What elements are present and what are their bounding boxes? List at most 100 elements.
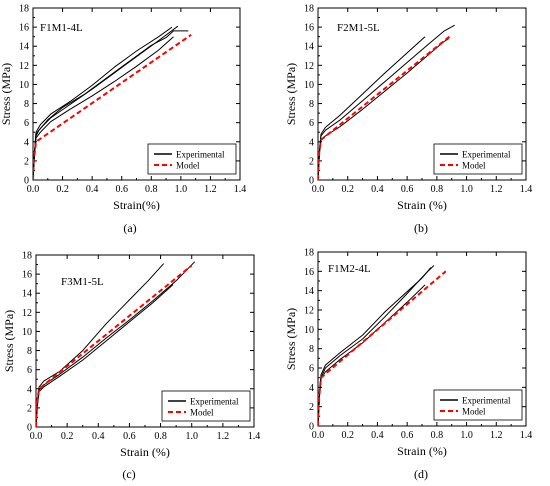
- model-series-line: [318, 270, 447, 426]
- chart-panel-2: 0.0 0.2 0.4 0.6 0.8 1.0 1.2 1.4 0 2 4 6 8 10 12 14 16 18 S…: [284, 4, 532, 236]
- y-tick-label: 18: [22, 251, 32, 262]
- y-tick-label: 14: [19, 42, 29, 53]
- model-series-line: [36, 264, 193, 427]
- legend-box: [433, 143, 523, 175]
- y-tick-label: 2: [309, 402, 314, 413]
- specimen-annotation: F1M2-4L: [328, 263, 371, 275]
- x-tick-label: 0.4: [371, 184, 384, 195]
- panel-label: (c): [122, 467, 135, 481]
- y-tick-label: 12: [304, 306, 314, 317]
- panel-label: (b): [414, 221, 428, 235]
- model-series-line: [33, 33, 192, 180]
- x-tick-label: 1.4: [520, 184, 533, 195]
- y-tick-label: 18: [304, 248, 314, 259]
- x-tick-label: 1.4: [234, 184, 247, 195]
- y-axis-label: Stress (MPa): [2, 310, 16, 372]
- series-group: [33, 25, 192, 180]
- legend-box: [433, 389, 523, 421]
- legend-entry-label: Experimental: [190, 397, 239, 407]
- chart-panel-3: 0.0 0.2 0.4 0.6 0.8 1.0 1.2 1.4 0 2 4 6 8 10 12 14 16 18 S…: [2, 251, 260, 482]
- experimental-series-line: [318, 38, 449, 180]
- y-tick-label: 2: [309, 156, 314, 167]
- x-tick-label: 1.2: [204, 184, 217, 195]
- y-tick-label: 8: [309, 344, 314, 355]
- y-tick-label: 18: [304, 4, 314, 15]
- x-tick-label: 0.6: [401, 430, 414, 441]
- x-tick-label: 0.0: [312, 184, 325, 195]
- y-tick-label: 8: [309, 99, 314, 110]
- experimental-series-line: [318, 267, 432, 426]
- y-tick-label: 6: [309, 118, 314, 129]
- x-tick-label: 1.0: [460, 430, 473, 441]
- y-tick-label: 0: [309, 176, 314, 187]
- y-tick-label: 10: [304, 325, 314, 336]
- panel-label: (d): [414, 467, 428, 481]
- x-tick-label: 0.4: [86, 184, 99, 195]
- x-tick-label: 0.8: [431, 184, 444, 195]
- specimen-annotation: F1M1-4L: [40, 22, 83, 34]
- y-tick-label: 14: [304, 42, 314, 53]
- y-tick-label: 10: [304, 80, 314, 91]
- experimental-series-line: [318, 265, 435, 426]
- y-tick-label: 14: [304, 286, 314, 297]
- y-tick-label: 6: [24, 118, 29, 129]
- legend-box: [161, 390, 251, 422]
- y-tick-label: 0: [27, 423, 32, 434]
- x-tick-label: 0.6: [123, 431, 136, 442]
- experimental-series-line: [318, 284, 426, 426]
- y-axis-label: Stress (MPa): [284, 63, 298, 125]
- y-tick-label: 6: [309, 364, 314, 375]
- y-tick-label: 6: [27, 365, 32, 376]
- x-tick-label: 0.6: [115, 184, 128, 195]
- x-tick-label: 1.0: [460, 184, 473, 195]
- specimen-annotation: F2M1-5L: [337, 22, 380, 34]
- x-axis-label: Strain(%): [113, 198, 160, 212]
- x-tick-label: 0.0: [312, 430, 325, 441]
- y-tick-label: 8: [27, 346, 32, 357]
- y-tick-label: 12: [304, 61, 314, 72]
- legend-entry-label: Model: [176, 161, 200, 171]
- x-axis-label: Strain (%): [120, 445, 170, 459]
- panel-label: (a): [123, 221, 136, 235]
- y-tick-label: 10: [19, 80, 29, 91]
- legend-entry-label: Experimental: [176, 150, 225, 160]
- model-series-line: [318, 34, 453, 180]
- series-group: [36, 261, 196, 427]
- y-tick-label: 2: [27, 403, 32, 414]
- x-tick-label: 1.0: [185, 431, 198, 442]
- x-tick-label: 1.4: [520, 430, 533, 441]
- y-tick-label: 16: [304, 267, 314, 278]
- x-tick-label: 1.4: [248, 431, 261, 442]
- x-tick-label: 1.2: [490, 430, 503, 441]
- x-tick-label: 0.2: [341, 184, 354, 195]
- x-tick-label: 0.4: [92, 431, 105, 442]
- chart-panel-1: 0.0 0.2 0.4 0.6 0.8 1.0 1.2 1.4 0 2 4 6 8 10 12 14 16 18 S…: [0, 4, 246, 236]
- x-tick-label: 0.8: [431, 430, 444, 441]
- x-tick-label: 0.4: [371, 430, 384, 441]
- x-tick-label: 1.0: [175, 184, 188, 195]
- legend-entry-label: Model: [462, 407, 486, 417]
- x-tick-label: 0.6: [401, 184, 414, 195]
- x-tick-label: 0.0: [30, 431, 43, 442]
- series-group: [318, 24, 455, 180]
- experimental-series-line: [318, 36, 426, 180]
- y-tick-label: 16: [304, 23, 314, 34]
- legend-entry-label: Model: [462, 161, 486, 171]
- y-tick-label: 16: [22, 270, 32, 281]
- y-tick-label: 8: [24, 99, 29, 110]
- specimen-annotation: F3M1-5L: [61, 276, 104, 288]
- x-axis-label: Strain (%): [397, 198, 447, 212]
- legend-entry-label: Experimental: [462, 150, 511, 160]
- y-tick-label: 12: [19, 61, 29, 72]
- legend-entry-label: Model: [190, 408, 214, 418]
- y-tick-label: 4: [27, 384, 32, 395]
- y-tick-label: 10: [22, 327, 32, 338]
- y-axis-label: Stress (MPa): [284, 308, 298, 370]
- y-tick-label: 0: [309, 422, 314, 433]
- legend-box: [147, 143, 237, 175]
- y-tick-label: 18: [19, 4, 29, 15]
- y-tick-label: 2: [24, 156, 29, 167]
- y-tick-label: 16: [19, 23, 29, 34]
- y-tick-label: 14: [22, 289, 32, 300]
